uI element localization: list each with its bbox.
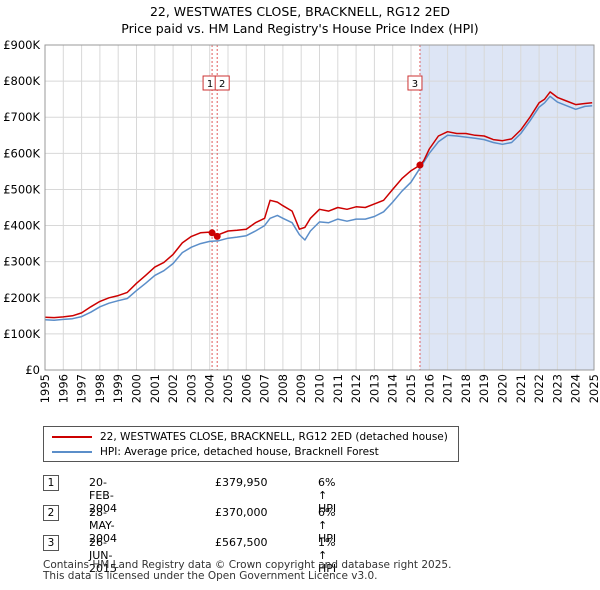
y-tick-label: £600K — [3, 146, 40, 160]
sale-marker-label: 3 — [412, 79, 418, 90]
x-tick-label: 2021 — [514, 374, 528, 403]
sale-marker-box — [214, 75, 230, 91]
footer: Contains HM Land Registry data © Crown c… — [43, 560, 451, 582]
x-tick-label: 2023 — [550, 374, 564, 403]
y-tick-label: £900K — [3, 38, 40, 52]
x-tick-label: 2009 — [294, 374, 308, 403]
x-tick-label: 2019 — [477, 374, 491, 403]
sale-marker-label: 2 — [219, 79, 225, 90]
x-tick-label: 2007 — [258, 374, 272, 403]
x-tick-label: 1995 — [38, 374, 52, 403]
x-tick-label: 2003 — [184, 374, 198, 403]
legend-swatch-hpi — [52, 451, 92, 453]
footer-license: This data is licensed under the Open Gov… — [43, 570, 378, 582]
sale-hpi-diff: 6% ↑ HPI — [318, 506, 337, 545]
x-tick-label: 1999 — [111, 374, 125, 403]
y-tick-label: £400K — [3, 219, 40, 233]
x-tick-label: 2017 — [441, 374, 455, 403]
x-tick-label: 2006 — [239, 374, 253, 403]
sale-marker-box — [407, 75, 423, 91]
x-tick-label: 2008 — [276, 374, 290, 403]
legend-item-hpi: HPI: Average price, detached house, Brac… — [52, 445, 379, 459]
sale-price: £567,500 — [215, 536, 268, 549]
x-tick-label: 2012 — [349, 374, 363, 403]
sale-point — [416, 161, 424, 169]
chart-title: 22, WESTWATES CLOSE, BRACKNELL, RG12 2ED — [149, 4, 451, 19]
footer-copyright: Contains HM Land Registry data © Crown c… — [43, 559, 452, 571]
legend-swatch-property — [52, 436, 92, 438]
sale-date: 28-MAY-2004 — [89, 506, 117, 545]
x-tick-label: 2024 — [569, 374, 583, 403]
x-tick-label: 2011 — [331, 374, 345, 403]
sale-hpi-diff: 6% ↑ HPI — [318, 476, 337, 515]
legend: 22, WESTWATES CLOSE, BRACKNELL, RG12 2ED… — [43, 426, 459, 462]
sale-date: 20-FEB-2004 — [89, 476, 117, 515]
x-tick-label: 2000 — [130, 374, 144, 403]
legend-label-property: 22, WESTWATES CLOSE, BRACKNELL, RG12 2ED… — [100, 431, 448, 443]
x-tick-label: 2018 — [459, 374, 473, 403]
y-tick-label: £0 — [25, 363, 40, 377]
x-tick-label: 1996 — [56, 374, 70, 403]
y-tick-label: £800K — [3, 74, 40, 88]
y-tick-label: £100K — [3, 327, 40, 341]
sale-point — [208, 229, 216, 237]
x-tick-label: 2013 — [367, 374, 381, 403]
y-tick-label: £200K — [3, 291, 40, 305]
x-tick-label: 1998 — [93, 374, 107, 403]
x-tick-label: 2010 — [313, 374, 327, 403]
x-tick-label: 2020 — [496, 374, 510, 403]
x-tick-label: 1997 — [75, 374, 89, 403]
x-tick-label: 2014 — [386, 374, 400, 403]
plot-frame — [44, 44, 595, 371]
y-tick-label: £700K — [3, 110, 40, 124]
chart-subtitle: Price paid vs. HM Land Registry's House … — [121, 21, 479, 36]
x-tick-label: 2022 — [532, 374, 546, 403]
x-tick-label: 2015 — [404, 374, 418, 403]
x-tick-label: 2004 — [203, 374, 217, 403]
legend-item-property: 22, WESTWATES CLOSE, BRACKNELL, RG12 2ED… — [52, 430, 448, 444]
sale-point — [213, 232, 221, 240]
series-line-property — [44, 91, 593, 319]
x-tick-label: 2001 — [148, 374, 162, 403]
shaded-region — [419, 45, 594, 370]
x-tick-label: 2016 — [422, 374, 436, 403]
x-tick-label: 2005 — [221, 374, 235, 403]
sale-hpi-diff: 1% ↑ HPI — [318, 536, 337, 575]
sale-price: £379,950 — [215, 476, 268, 489]
sale-number: 2 — [43, 505, 59, 521]
sale-price: £370,000 — [215, 506, 268, 519]
legend-label-hpi: HPI: Average price, detached house, Brac… — [100, 446, 379, 458]
sale-number: 1 — [43, 475, 59, 491]
x-tick-label: 2025 — [587, 374, 600, 403]
sale-number: 3 — [43, 535, 59, 551]
y-tick-label: £500K — [3, 182, 40, 196]
x-tick-label: 2002 — [166, 374, 180, 403]
sale-date: 26-JUN-2015 — [89, 536, 117, 575]
y-tick-label: £300K — [3, 255, 40, 269]
series-line-hpi — [44, 95, 593, 321]
sale-marker-label: 1 — [207, 79, 213, 90]
